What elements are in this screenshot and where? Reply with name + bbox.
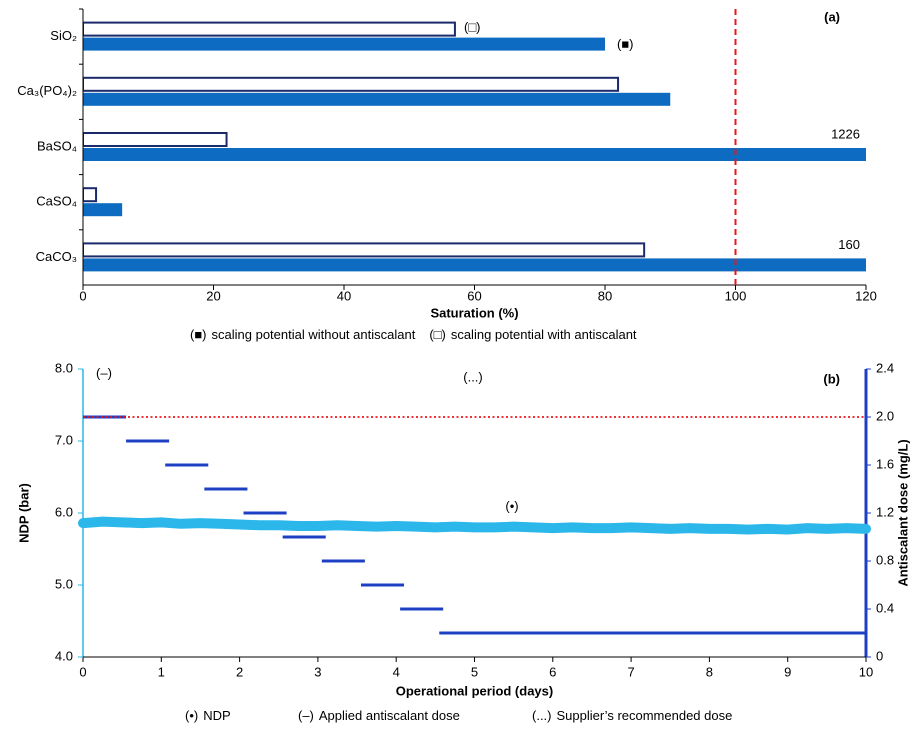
y-tick-label: 4.0: [55, 648, 73, 663]
annotation: (•): [505, 498, 518, 513]
bar: [83, 76, 620, 92]
legend-item: (•) NDP: [185, 708, 231, 723]
annotation: (...): [463, 369, 483, 384]
bar: [83, 187, 98, 203]
panel-label: (b): [823, 371, 840, 386]
y2-tick-label: 0.8: [876, 552, 894, 567]
y-tick-label: 8.0: [55, 360, 73, 375]
y2-tick-label: 0: [876, 648, 883, 663]
legend-symbol: (•): [185, 708, 198, 723]
legend-label: scaling potential with antiscalant: [451, 327, 637, 342]
bar: [83, 242, 646, 258]
bars: [83, 21, 866, 272]
y-tick-label: SiO₂: [50, 28, 77, 43]
y2-tick-label: 0.4: [876, 600, 894, 615]
x-tick-label: 8: [706, 664, 713, 679]
panel-label: (a): [824, 9, 840, 24]
y-tick-label: 6.0: [55, 504, 73, 519]
x-tick-label: 2: [236, 664, 243, 679]
y-tick-label: 5.0: [55, 576, 73, 591]
y2-axis-title: Antiscalant dose (mg/L): [895, 439, 910, 586]
legend-label: Applied antiscalant dose: [319, 708, 460, 723]
y2-tick-label: 2.0: [876, 408, 894, 423]
y2-tick-label: 1.6: [876, 456, 894, 471]
bar: [83, 258, 866, 272]
legend-symbol: (...): [532, 708, 552, 723]
x-tick-label: 20: [206, 288, 220, 303]
y-tick-label: 7.0: [55, 432, 73, 447]
bar: [83, 148, 866, 161]
legend-symbol: (–): [298, 708, 314, 723]
bar: [83, 132, 228, 147]
legend: (■) scaling potential without antiscalant…: [190, 327, 637, 342]
x-tick-label: 4: [393, 664, 400, 679]
x-tick-label: 100: [725, 288, 747, 303]
legend-label: scaling potential without antiscalant: [212, 327, 416, 342]
x-tick-label: 0: [79, 664, 86, 679]
y-tick-label: CaSO₄: [36, 194, 77, 209]
x-tick-label: 80: [598, 288, 612, 303]
x-tick-label: 10: [859, 664, 873, 679]
y2-tick-label: 2.4: [876, 360, 894, 375]
bar: [83, 92, 671, 106]
legend-symbol: (□): [429, 327, 446, 342]
y2-tick-label: 1.2: [876, 504, 894, 519]
y-tick-label: Ca₃(PO₄)₂: [17, 83, 77, 98]
bar: [83, 203, 123, 217]
annotation: (–): [96, 365, 112, 380]
value-label: 1226: [831, 126, 860, 141]
x-tick-label: 1: [158, 664, 165, 679]
legend-label: NDP: [203, 708, 230, 723]
x-tick-label: 7: [627, 664, 634, 679]
x-tick-label: 120: [855, 288, 877, 303]
x-axis-title: Operational period (days): [396, 683, 553, 698]
x-tick-label: 9: [784, 664, 791, 679]
x-tick-label: 0: [79, 288, 86, 303]
x-axis-title: Saturation (%): [430, 305, 518, 320]
annotation: (□): [464, 19, 481, 34]
annotation: (■): [617, 36, 634, 51]
x-tick-label: 60: [467, 288, 481, 303]
x-tick-label: 40: [337, 288, 351, 303]
legend-symbol: (■): [190, 327, 207, 342]
legend-label: Supplier’s recommended dose: [557, 708, 733, 723]
legend-item: (–) Applied antiscalant dose: [298, 708, 460, 723]
y-tick-label: BaSO₄: [37, 138, 77, 153]
x-tick-label: 6: [549, 664, 556, 679]
value-label: 160: [838, 237, 860, 252]
x-tick-label: 5: [471, 664, 478, 679]
legend-item: (...) Supplier’s recommended dose: [532, 708, 732, 723]
y-axis-title: NDP (bar): [16, 483, 31, 543]
bar: [83, 37, 605, 51]
x-tick-label: 3: [314, 664, 321, 679]
ndp-line: [78, 516, 871, 535]
bar: [83, 21, 456, 37]
y-tick-label: CaCO₃: [36, 249, 77, 264]
